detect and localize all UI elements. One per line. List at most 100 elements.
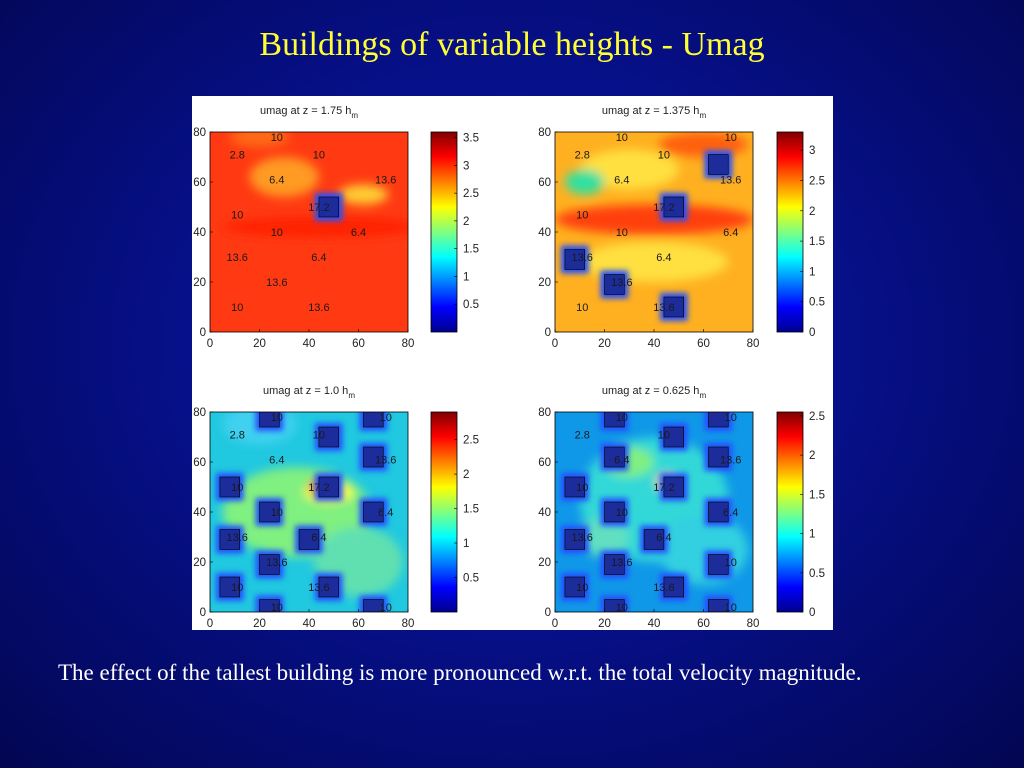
colorbar — [430, 131, 458, 333]
colorbar-tick-label: 1.5 — [809, 489, 825, 501]
x-tick-label: 60 — [697, 338, 710, 350]
building-height-label: 17.2 — [308, 482, 329, 494]
building-footprint — [318, 476, 340, 498]
x-tick-label: 0 — [207, 618, 213, 630]
y-tick-label: 0 — [200, 327, 206, 339]
x-tick-label: 60 — [352, 338, 365, 350]
x-tick-label: 0 — [552, 618, 558, 630]
building-footprint — [663, 426, 684, 448]
building-footprint — [604, 599, 625, 612]
colorbar-tick-label: 1 — [809, 529, 815, 541]
building-height-label: 6.4 — [351, 227, 366, 239]
building-height-label: 10 — [616, 507, 628, 519]
x-tick-label: 0 — [207, 338, 213, 350]
building-footprint — [259, 554, 280, 575]
building-footprint — [564, 576, 585, 598]
building-height-label: 13.6 — [266, 557, 287, 569]
x-tick-label: 80 — [402, 618, 415, 630]
building-height-label: 10 — [271, 227, 283, 239]
building-height-label: 10 — [380, 412, 392, 424]
building-height-label: 10 — [725, 557, 737, 569]
building-height-label: 10 — [231, 582, 243, 594]
building-height-label: 10 — [271, 507, 283, 519]
building-height-label: 13.6 — [611, 557, 632, 569]
colorbar-tick-label: 1 — [463, 271, 469, 283]
field-blobs — [222, 132, 408, 237]
building-height-label: 13.6 — [572, 532, 593, 544]
colorbar-tick-label: 0 — [809, 607, 815, 619]
building-height-label: 17.2 — [653, 482, 674, 494]
building-footprint — [259, 501, 280, 523]
building-height-label: 13.6 — [227, 252, 248, 264]
plot-title: umag at z = 1.375 hm — [602, 105, 707, 120]
building-height-label: 10 — [576, 582, 588, 594]
field-blob — [229, 132, 290, 147]
colorbar-tick-label: 1 — [463, 538, 469, 550]
colorbar-tick-label: 2 — [463, 469, 469, 481]
y-tick-label: 80 — [538, 127, 551, 139]
building-footprint — [363, 501, 384, 523]
building-height-label: 10 — [576, 302, 588, 314]
x-tick-label: 20 — [598, 338, 611, 350]
building-footprint — [564, 249, 585, 270]
x-tick-label: 80 — [747, 618, 760, 630]
building-footprint — [363, 412, 384, 428]
building-height-label: 13.6 — [720, 455, 741, 467]
building-height-label: 2.8 — [230, 430, 245, 442]
y-tick-label: 80 — [193, 407, 206, 419]
building-height-label: 13.6 — [572, 252, 593, 264]
building-height-label: 10 — [231, 302, 243, 314]
building-height-label: 10 — [576, 210, 588, 222]
building-footprint — [318, 576, 340, 598]
colorbar-tick-label: 2 — [463, 216, 469, 228]
building-height-label: 13.6 — [266, 277, 287, 289]
plot-title-subscript: m — [699, 391, 706, 400]
building-footprint — [708, 154, 729, 175]
building-footprint — [604, 501, 625, 523]
building-height-label: 6.4 — [311, 252, 326, 264]
building-height-label: 10 — [616, 132, 628, 144]
field-blob — [579, 517, 630, 557]
x-tick-label: 20 — [253, 338, 266, 350]
building-footprint — [259, 599, 280, 612]
building-footprint — [298, 529, 320, 550]
building-height-label: 10 — [380, 602, 392, 614]
building-footprint — [663, 296, 684, 318]
colorbar-tick-label: 0.5 — [809, 568, 825, 580]
building-height-label: 2.8 — [575, 430, 590, 442]
colorbar-tick-label: 0.5 — [463, 573, 479, 585]
building-height-label: 10 — [271, 602, 283, 614]
plot-title-main: umag at z = 1.75 h — [260, 105, 351, 117]
field-blobs — [555, 132, 753, 282]
building-height-label: 10 — [271, 132, 283, 144]
building-footprint — [663, 576, 684, 598]
building-height-label: 13.6 — [720, 175, 741, 187]
x-tick-label: 40 — [303, 338, 316, 350]
y-tick-label: 60 — [193, 457, 206, 469]
plot-title: umag at z = 1.0 hm — [263, 385, 355, 400]
colorbar-tick-label: 2 — [809, 450, 815, 462]
building-footprint — [708, 599, 729, 612]
building-height-label: 13.6 — [653, 302, 674, 314]
building-height-label: 10 — [616, 412, 628, 424]
building-footprint — [604, 446, 625, 468]
building-height-label: 10 — [658, 430, 670, 442]
building-height-label: 6.4 — [656, 532, 671, 544]
building-height-label: 13.6 — [227, 532, 248, 544]
building-height-label: 10 — [725, 602, 737, 614]
building-footprint — [318, 196, 340, 218]
building-height-label: 13.6 — [653, 582, 674, 594]
y-tick-label: 0 — [200, 607, 206, 619]
y-tick-label: 60 — [193, 177, 206, 189]
slide-title: Buildings of variable heights - Umag — [259, 26, 765, 63]
building-height-label: 6.4 — [723, 227, 738, 239]
x-tick-label: 60 — [697, 618, 710, 630]
contour-field — [210, 412, 408, 612]
x-tick-label: 80 — [747, 338, 760, 350]
colorbar-tick-label: 0 — [809, 327, 815, 339]
